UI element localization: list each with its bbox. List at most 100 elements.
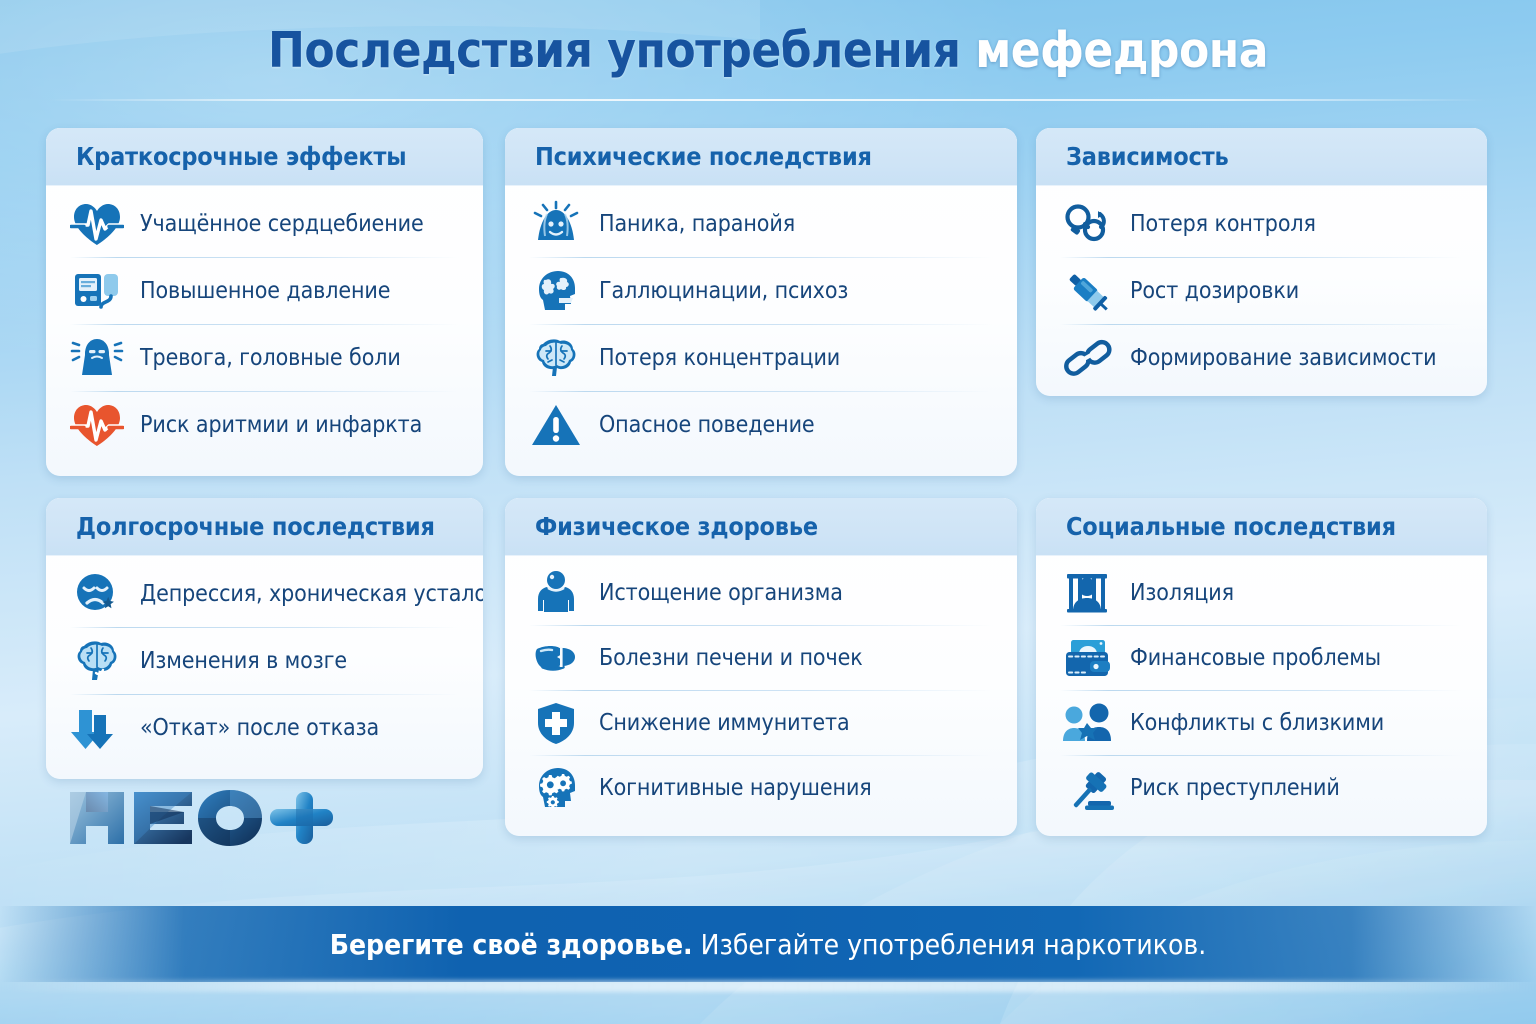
list-item-label: Учащённое сердцебиение bbox=[140, 210, 424, 237]
card-addiction: Зависимость Потеря контроля bbox=[1036, 128, 1487, 396]
list-item[interactable]: Болезни печени и почек bbox=[521, 625, 1001, 690]
card-title: Зависимость bbox=[1066, 142, 1229, 171]
list-item-label: Формирование зависимости bbox=[1130, 344, 1437, 371]
list-item-label: Когнитивные нарушения bbox=[599, 774, 872, 801]
list-item-label: Риск преступлений bbox=[1130, 774, 1340, 801]
wallet-icon bbox=[1052, 625, 1122, 690]
list-item-label: Повышенное давление bbox=[140, 277, 391, 304]
footer-message-regular: Избегайте употребления наркотиков. bbox=[700, 927, 1207, 961]
list-item[interactable]: Формирование зависимости bbox=[1052, 324, 1471, 391]
list-item-label: Потеря концентрации bbox=[599, 344, 841, 371]
shield-cross-icon bbox=[521, 690, 591, 755]
list-item[interactable]: Снижение иммунитета bbox=[521, 690, 1001, 755]
neo-plus-logo-svg bbox=[70, 790, 333, 846]
blood-pressure-monitor-icon bbox=[62, 257, 132, 324]
down-arrows-icon bbox=[62, 694, 132, 761]
headache-person-icon bbox=[62, 324, 132, 391]
card-long-term-consequences: Долгосрочные последствия Депрессия, хрон… bbox=[46, 498, 483, 779]
list-item-label: «Откат» после отказа bbox=[140, 714, 380, 741]
card-mental-consequences: Психические последствия Паника, пара bbox=[505, 128, 1017, 476]
heart-pulse-icon bbox=[62, 190, 132, 257]
header: Последствия употребления мефедрона bbox=[0, 0, 1536, 108]
list-item[interactable]: Тревога, головные боли bbox=[62, 324, 467, 391]
two-people-conflict-icon bbox=[1052, 690, 1122, 755]
syringe-icon bbox=[1052, 257, 1122, 324]
list-item-label: Депрессия, хроническая усталость bbox=[140, 580, 483, 607]
list-item-label: Финансовые проблемы bbox=[1130, 644, 1381, 671]
gavel-icon bbox=[1052, 755, 1122, 820]
card-header: Краткосрочные эффекты bbox=[46, 128, 483, 186]
list-item[interactable]: Риск аритмии и инфаркта bbox=[62, 391, 467, 458]
list-item[interactable]: Изменения в мозге bbox=[62, 627, 467, 694]
heart-attack-icon bbox=[62, 391, 132, 458]
card-body: Изоляция Финансовые проблемы bbox=[1036, 556, 1487, 826]
list-item[interactable]: Финансовые проблемы bbox=[1052, 625, 1471, 690]
card-short-term-effects: Краткосрочные эффекты Учащённое сердцеби… bbox=[46, 128, 483, 476]
list-item-label: Изоляция bbox=[1130, 579, 1234, 606]
card-body: Депрессия, хроническая усталость bbox=[46, 556, 483, 767]
sad-face-icon bbox=[62, 560, 132, 627]
handcuffs-icon bbox=[1052, 190, 1122, 257]
list-item[interactable]: Повышенное давление bbox=[62, 257, 467, 324]
list-item[interactable]: Когнитивные нарушения bbox=[521, 755, 1001, 820]
list-item[interactable]: Потеря контроля bbox=[1052, 190, 1471, 257]
list-item-label: Тревога, головные боли bbox=[140, 344, 401, 371]
page-title-highlight: мефедрона bbox=[975, 22, 1268, 79]
list-item-label: Истощение организма bbox=[599, 579, 843, 606]
list-item[interactable]: Изоляция bbox=[1052, 560, 1471, 625]
card-body: Учащённое сердцебиение Повышенное давлен… bbox=[46, 186, 483, 464]
brain-change-icon bbox=[62, 627, 132, 694]
card-title: Долгосрочные последствия bbox=[76, 512, 435, 541]
chain-link-icon bbox=[1052, 324, 1122, 391]
list-item[interactable]: Учащённое сердцебиение bbox=[62, 190, 467, 257]
person-behind-bars-icon bbox=[1052, 560, 1122, 625]
list-item-label: Потеря контроля bbox=[1130, 210, 1316, 237]
list-item[interactable]: «Откат» после отказа bbox=[62, 694, 467, 761]
list-item[interactable]: Потеря концентрации bbox=[521, 324, 1001, 391]
card-header: Социальные последствия bbox=[1036, 498, 1487, 556]
footer-banner: Берегите своё здоровье. Избегайте употре… bbox=[0, 906, 1536, 982]
panic-face-icon bbox=[521, 190, 591, 257]
card-body: Истощение организма Болезни печени и поч… bbox=[505, 556, 1017, 826]
card-header: Зависимость bbox=[1036, 128, 1487, 186]
list-item-label: Болезни печени и почек bbox=[599, 644, 863, 671]
neo-plus-logo bbox=[64, 786, 334, 850]
header-divider bbox=[48, 99, 1488, 101]
card-social-consequences: Социальные последствия Изоля bbox=[1036, 498, 1487, 836]
list-item-label: Конфликты с близкими bbox=[1130, 709, 1385, 736]
card-physical-health: Физическое здоровье Истощение организма bbox=[505, 498, 1017, 836]
card-body: Паника, паранойя Галлюцинации, психоз bbox=[505, 186, 1017, 464]
brain-icon bbox=[521, 324, 591, 391]
thin-person-icon bbox=[521, 560, 591, 625]
list-item[interactable]: Рост дозировки bbox=[1052, 257, 1471, 324]
head-gears-icon bbox=[521, 755, 591, 820]
list-item[interactable]: Галлюцинации, психоз bbox=[521, 257, 1001, 324]
list-item-label: Галлюцинации, психоз bbox=[599, 277, 849, 304]
hallucination-head-icon bbox=[521, 257, 591, 324]
card-title: Физическое здоровье bbox=[535, 512, 818, 541]
list-item-label: Изменения в мозге bbox=[140, 647, 348, 674]
page-title-primary: Последствия употребления bbox=[268, 22, 961, 79]
footer-message-bold: Берегите своё здоровье. bbox=[329, 927, 693, 961]
list-item[interactable]: Паника, паранойя bbox=[521, 190, 1001, 257]
list-item[interactable]: Депрессия, хроническая усталость bbox=[62, 560, 483, 627]
card-title: Краткосрочные эффекты bbox=[76, 142, 407, 171]
liver-kidney-icon bbox=[521, 625, 591, 690]
list-item-label: Паника, паранойя bbox=[599, 210, 796, 237]
page-title: Последствия употребления мефедрона bbox=[0, 22, 1536, 79]
warning-triangle-icon bbox=[521, 391, 591, 458]
card-header: Психические последствия bbox=[505, 128, 1017, 186]
card-body: Потеря контроля Рост дозировки bbox=[1036, 186, 1487, 396]
list-item[interactable]: Истощение организма bbox=[521, 560, 1001, 625]
list-item-label: Опасное поведение bbox=[599, 411, 815, 438]
footer-message: Берегите своё здоровье. Избегайте употре… bbox=[330, 928, 1207, 961]
list-item-label: Снижение иммунитета bbox=[599, 709, 850, 736]
card-title: Социальные последствия bbox=[1066, 512, 1396, 541]
list-item-label: Риск аритмии и инфаркта bbox=[140, 411, 423, 438]
list-item-label: Рост дозировки bbox=[1130, 277, 1300, 304]
card-header: Физическое здоровье bbox=[505, 498, 1017, 556]
list-item[interactable]: Риск преступлений bbox=[1052, 755, 1471, 820]
list-item[interactable]: Конфликты с близкими bbox=[1052, 690, 1471, 755]
card-header: Долгосрочные последствия bbox=[46, 498, 483, 556]
list-item[interactable]: Опасное поведение bbox=[521, 391, 1001, 458]
